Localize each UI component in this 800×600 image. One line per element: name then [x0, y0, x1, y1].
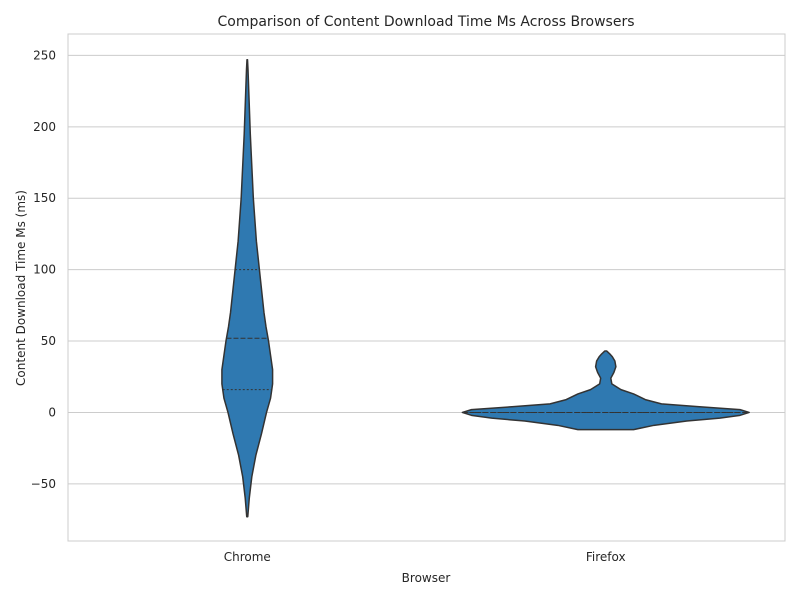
x-axis-label: Browser — [402, 571, 451, 585]
y-tick-label: −50 — [31, 477, 56, 491]
x-tick-labels: Chrome Firefox — [224, 550, 626, 564]
y-tick-label: 150 — [33, 191, 56, 205]
gridlines — [68, 54, 785, 485]
y-tick-label: 0 — [48, 405, 56, 419]
chart-title: Comparison of Content Download Time Ms A… — [217, 14, 634, 30]
violin-firefox — [461, 350, 750, 431]
violin-chrome — [221, 58, 274, 518]
y-tick-labels: −50 0 50 100 150 200 250 — [31, 48, 56, 490]
y-tick-label: 50 — [41, 334, 56, 348]
x-tick-label: Chrome — [224, 550, 271, 564]
y-tick-label: 250 — [33, 48, 56, 62]
y-tick-label: 200 — [33, 120, 56, 134]
x-tick-label: Firefox — [586, 550, 626, 564]
y-axis-label: Content Download Time Ms (ms) — [14, 190, 28, 386]
y-tick-label: 100 — [33, 263, 56, 277]
plot-frame — [67, 33, 786, 542]
violins — [221, 58, 750, 518]
